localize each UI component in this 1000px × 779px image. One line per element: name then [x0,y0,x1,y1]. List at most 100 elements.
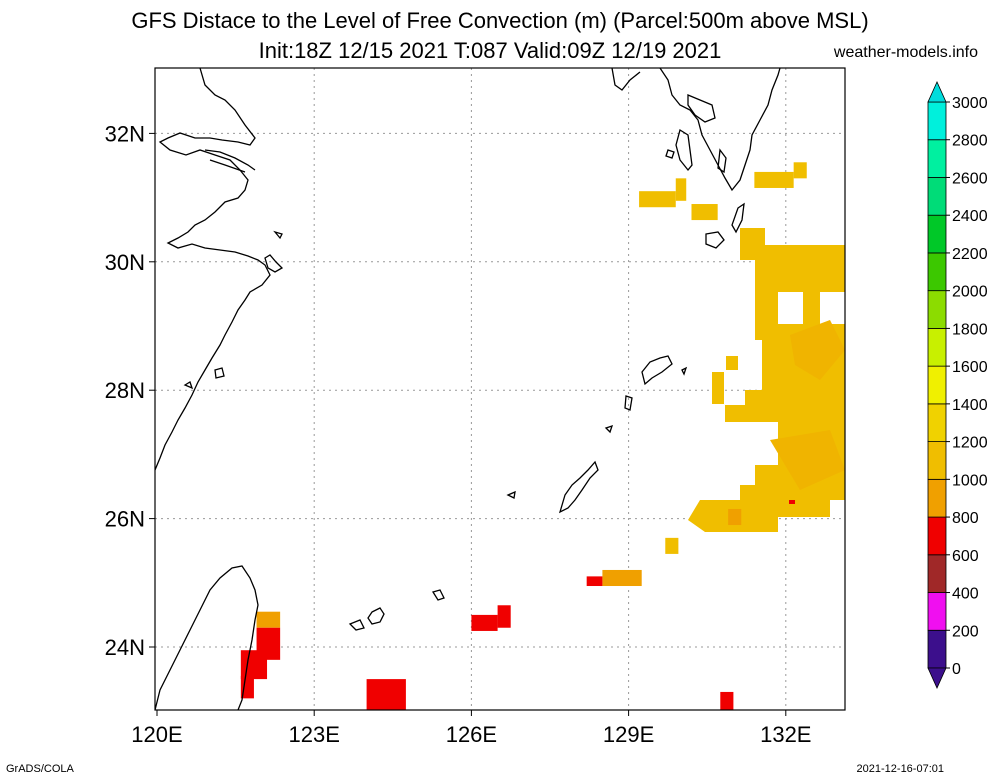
colorbar-swatch [927,554,947,593]
colorbar-label: 800 [952,510,979,527]
lfc-cell [497,605,511,628]
colorbar-swatch [927,629,947,669]
lfc-cell [720,691,734,710]
tanegashima [731,202,745,234]
amami-oshima [641,355,673,386]
colorbar-label: 2000 [952,284,988,301]
colorbar-swatch [927,214,947,254]
lfc-cell [675,178,687,201]
colorbar-label: 1600 [952,359,988,376]
colorbar-swatch [927,290,947,329]
colorbar-label: 1800 [952,321,988,338]
colorbar-label: 1000 [952,472,988,489]
lon-tick-label: 129E [603,722,654,747]
iriomote-island [348,619,365,631]
colorbar-swatch [927,478,947,518]
colorbar-label: 1400 [952,397,988,414]
colorbar-swatch [927,327,947,367]
colorbar-under-arrow [927,667,947,689]
lfc-gap [778,292,803,324]
islet [506,490,516,499]
sea-islet [717,148,727,174]
lfc-cell [712,372,724,404]
lat-tick-label: 28N [105,378,145,403]
sea-islet [665,149,675,159]
islet [604,424,614,434]
colorbar: 0 200 400 600 800 1000 1200 1400 1600 1800 2000 220… [927,81,988,689]
lfc-cell [240,675,254,699]
colorbar-swatch [927,516,947,556]
lfc-cell [240,650,268,680]
colorbar-label: 2800 [952,133,988,150]
colorbar-swatch [927,403,947,443]
colorbar-swatch [927,139,947,178]
colorbar-label: 1200 [952,435,988,452]
lfc-red-dot [789,500,795,504]
lfc-cells [240,162,807,710]
coastal-islet [273,230,283,240]
colorbar-label: 600 [952,548,979,565]
colorbar-swatch [927,365,947,405]
lfc-cell [639,191,676,208]
lfc-shade [790,320,845,380]
taiwan-coast [155,565,259,710]
lfc-cell [586,576,603,587]
yakushima [705,231,725,249]
coastal-islet [264,254,284,273]
colorbar-over-arrow [927,81,947,103]
lfc-cell [665,537,679,554]
coastal-islet [183,381,194,390]
tokunoshima [624,395,633,411]
china-coast [155,68,271,471]
ishigaki-island [367,607,385,625]
colorbar-swatch [927,252,947,292]
coastal-islet [214,367,225,379]
colorbar-label: 2400 [952,208,988,225]
coastlines [155,68,781,710]
colorbar-swatch [927,101,947,141]
kyushu-bay [687,94,716,123]
lfc-shade [770,430,845,490]
sea-islet [675,128,693,172]
lat-tick-label: 26N [105,507,145,532]
map-subtitle: Init:18Z 12/15 2021 T:087 Valid:09Z 12/1… [258,38,722,63]
lat-tick-label: 30N [105,250,145,275]
lat-tick-label: 32N [105,121,145,146]
colorbar-swatch [927,177,947,216]
colorbar-label: 2600 [952,170,988,187]
software-credit: GrADS/COLA [6,763,74,775]
okinawa-island [558,460,599,514]
colorbar-label: 200 [952,623,979,640]
colorbar-swatch [927,441,947,480]
lfc-field [688,228,845,532]
islet [681,366,688,376]
timestamp: 2021-12-16-07:01 [856,763,944,775]
lfc-cell [471,614,498,631]
lfc-cell [726,356,738,370]
lfc-cell [366,679,406,710]
lfc-gap [820,292,845,324]
lon-tick-label: 132E [760,722,811,747]
axis-ticks: 120E 123E 126E 129E 132E 24N 26N 28N 30N 32N [105,121,812,747]
colorbar-label: 0 [952,661,961,678]
kyushu-coast [611,68,781,192]
lfc-cell [691,204,718,221]
lfc-cell [728,508,742,526]
colorbar-label: 2200 [952,246,988,263]
map-title: GFS Distace to the Level of Free Convect… [131,8,869,33]
lfc-cell [256,611,281,628]
lon-tick-label: 120E [131,722,182,747]
miyako-island [431,589,445,601]
lfc-cell [793,162,807,179]
lfc-cell [754,171,794,188]
lon-tick-label: 126E [446,722,497,747]
colorbar-label: 3000 [952,95,988,112]
lfc-region-east [688,228,845,532]
colorbar-swatch [927,592,947,631]
lat-tick-label: 24N [105,635,145,660]
yangtze-estuary [204,149,256,173]
lfc-cell [602,569,642,587]
colorbar-label: 400 [952,586,979,603]
lon-tick-label: 123E [289,722,340,747]
